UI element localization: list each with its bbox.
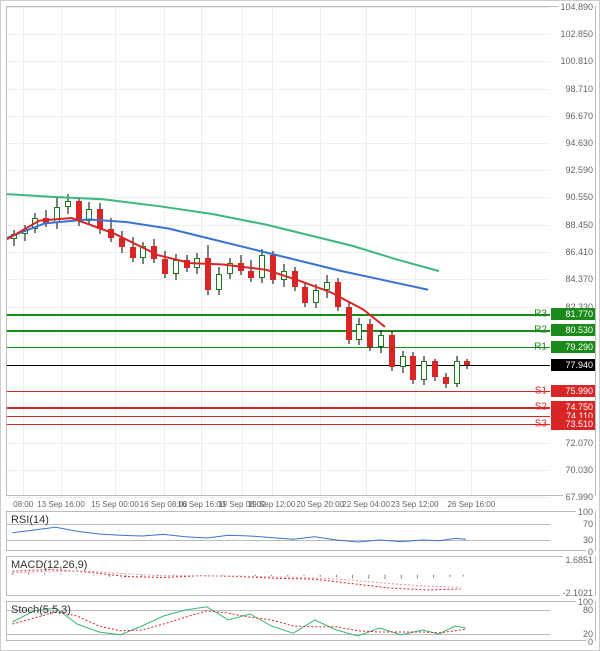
- y-tick-label: 92.590: [563, 165, 595, 175]
- candle: [118, 7, 126, 497]
- candle: [301, 7, 309, 497]
- ma-line-green: [7, 194, 439, 271]
- x-tick-label: 19 Sep 12:00: [248, 500, 296, 509]
- price-tag-S1: 75.990: [551, 385, 595, 397]
- candle: [280, 7, 288, 497]
- candle: [420, 7, 428, 497]
- sr-label-S3: S3: [535, 418, 547, 429]
- panel-label: Stoch(5,5,3): [11, 604, 71, 616]
- y-tick-label: 104.890: [558, 2, 595, 12]
- sr-label-R1: R1: [534, 341, 547, 352]
- chart-container: 104.890 102.850 100.810 98.710 96.670 94.630 9…: [0, 0, 600, 651]
- candle: [366, 7, 374, 497]
- candle: [247, 7, 255, 497]
- candle: [345, 7, 353, 497]
- price-tag-R3: 81.770: [551, 308, 595, 320]
- candle: [453, 7, 461, 497]
- y-tick-label: 86.410: [563, 247, 595, 257]
- y-tick-label: 94.630: [563, 138, 595, 148]
- candle: [42, 7, 50, 497]
- candle: [226, 7, 234, 497]
- y-tick-label: 96.670: [563, 111, 595, 121]
- candle: [31, 7, 39, 497]
- price-panel[interactable]: 104.890102.850100.81098.71096.67094.6309…: [6, 6, 596, 496]
- y-tick-label: 70.030: [563, 465, 595, 475]
- x-tick-label: 23 Sep 12:00: [391, 500, 439, 509]
- candle: [107, 7, 115, 497]
- price-tag-current: 77.940: [551, 359, 595, 371]
- candle: [388, 7, 396, 497]
- x-tick-label: 13 Sep 16:00: [37, 500, 85, 509]
- candle: [258, 7, 266, 497]
- candle: [237, 7, 245, 497]
- indicator-overlay: [7, 512, 547, 552]
- candle: [21, 7, 29, 497]
- y-tick-label: 88.450: [563, 220, 595, 230]
- x-tick-label: 22 Sep 04:00: [342, 500, 390, 509]
- price-tag-R1: 79.290: [551, 341, 595, 353]
- candle: [323, 7, 331, 497]
- price-tag-R2: 80.530: [551, 324, 595, 336]
- candle: [431, 7, 439, 497]
- candle: [355, 7, 363, 497]
- y-tick-label: 100.810: [558, 56, 595, 66]
- candle: [75, 7, 83, 497]
- price-tag-S3: 73.510: [551, 418, 595, 430]
- y-tick-label: 84.370: [563, 274, 595, 284]
- candle: [291, 7, 299, 497]
- candle: [399, 7, 407, 497]
- candle: [10, 7, 18, 497]
- rsi-panel[interactable]: RSI(14)10070300: [6, 511, 596, 551]
- y-tick-label: 1.6851: [563, 555, 595, 565]
- candle: [409, 7, 417, 497]
- y-tick-label: 90.550: [563, 192, 595, 202]
- x-tick-label: 08:00: [13, 500, 33, 509]
- y-tick-label: 102.850: [558, 29, 595, 39]
- y-tick-label: 70: [581, 519, 595, 529]
- indicator-overlay: [7, 557, 547, 597]
- sr-label-S1: S1: [535, 385, 547, 396]
- y-tick-label: 98.710: [563, 84, 595, 94]
- sr-label-R3: R3: [534, 309, 547, 320]
- candle: [442, 7, 450, 497]
- y-tick-label: 30: [581, 535, 595, 545]
- y-tick-label: 67.990: [563, 492, 595, 502]
- candle: [150, 7, 158, 497]
- candle: [377, 7, 385, 497]
- candle: [161, 7, 169, 497]
- candle: [129, 7, 137, 497]
- candle: [204, 7, 212, 497]
- candle: [96, 7, 104, 497]
- y-tick-label: 80: [581, 605, 595, 615]
- panel-label: RSI(14): [11, 514, 49, 526]
- y-tick-label: 100: [576, 507, 595, 517]
- x-tick-label: 26 Sep 16:00: [448, 500, 496, 509]
- y-tick-label: 72.070: [563, 438, 595, 448]
- candle: [183, 7, 191, 497]
- candle: [193, 7, 201, 497]
- candle: [172, 7, 180, 497]
- panel-label: MACD(12,26,9): [11, 559, 87, 571]
- candle: [463, 7, 471, 497]
- y-tick-label: 0: [586, 637, 595, 647]
- candle: [215, 7, 223, 497]
- x-tick-label: 15 Sep 00:00: [91, 500, 139, 509]
- stoch-panel[interactable]: Stoch(5,5,3)10080200: [6, 601, 596, 641]
- candle: [85, 7, 93, 497]
- sr-label-S2: S2: [535, 402, 547, 413]
- candle: [312, 7, 320, 497]
- macd-panel[interactable]: MACD(12,26,9)1.6851-2.1021: [6, 556, 596, 596]
- indicator-overlay: [7, 602, 547, 642]
- sr-label-R2: R2: [534, 325, 547, 336]
- candle: [334, 7, 342, 497]
- candle: [269, 7, 277, 497]
- x-tick-label: 20 Sep 20:00: [296, 500, 344, 509]
- candle: [53, 7, 61, 497]
- candle: [139, 7, 147, 497]
- candle: [64, 7, 72, 497]
